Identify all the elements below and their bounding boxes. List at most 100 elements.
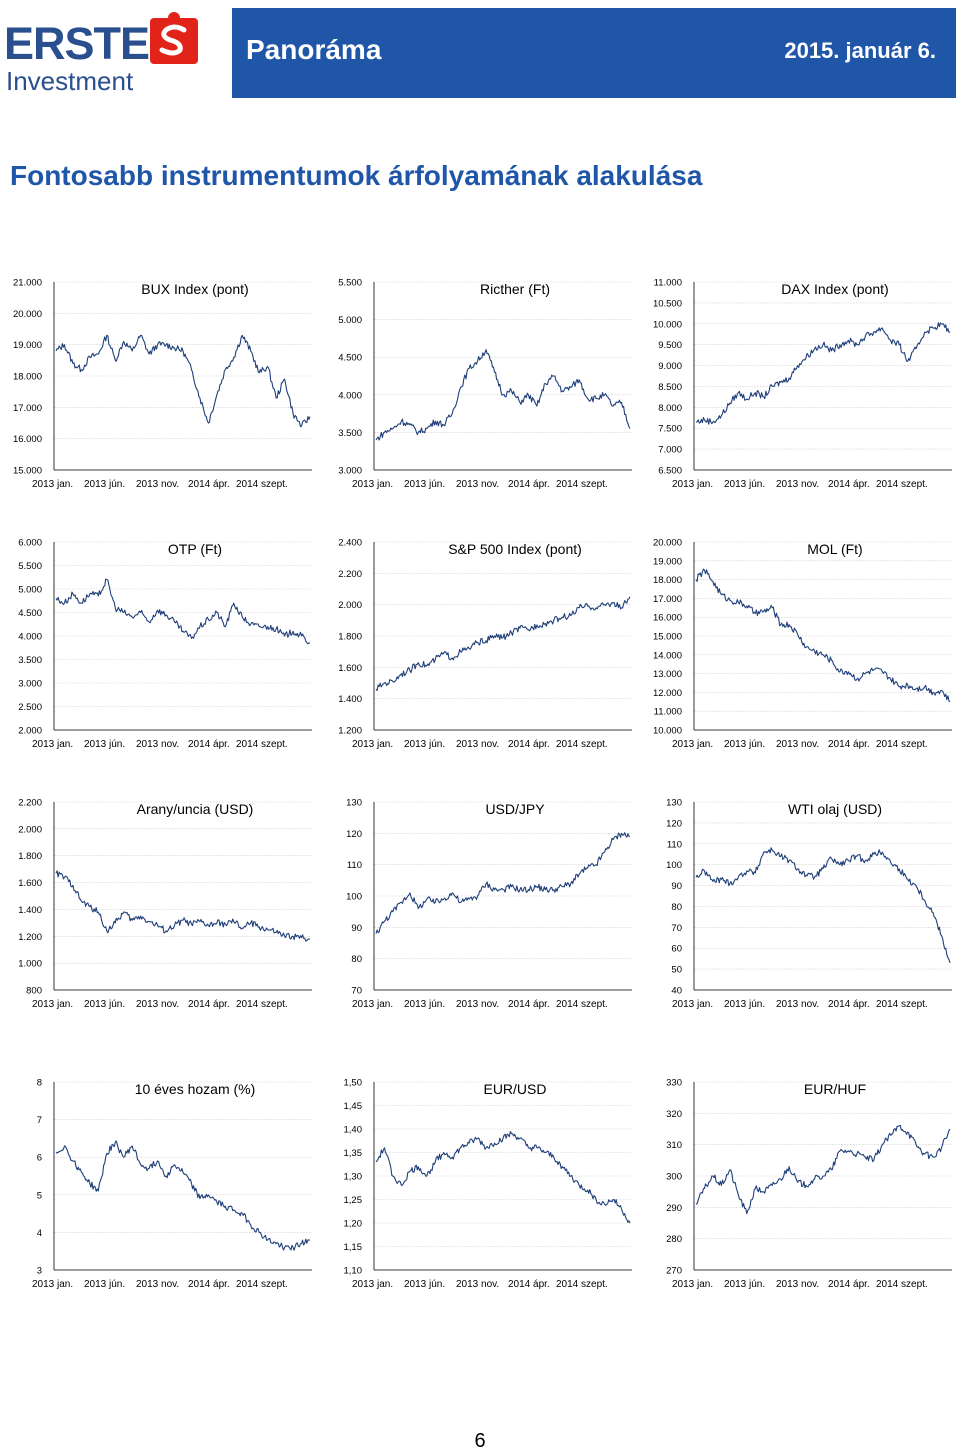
page-headline: Fontosabb instrumentumok árfolyamának al… — [10, 160, 703, 191]
x-tick-label: 2014 ápr. — [508, 999, 550, 1010]
chart-s-p-500-index-pont: 1.200 1.400 1.600 1.800 2.000 2.200 2.400 2013 … — [338, 538, 632, 750]
y-tick-label: 800 — [26, 986, 42, 997]
y-tick-label: 2.200 — [338, 569, 362, 580]
y-tick-label: 4.000 — [338, 390, 362, 401]
y-tick-label: 290 — [666, 1203, 682, 1214]
y-tick-label: 17.000 — [13, 403, 42, 414]
x-tick-label: 2013 jún. — [724, 739, 765, 750]
x-tick-label: 2013 nov. — [136, 1279, 179, 1290]
y-tick-label: 3 — [37, 1266, 42, 1277]
x-tick-label: 2013 jan. — [32, 479, 73, 490]
series-line — [375, 832, 631, 934]
x-tick-label: 2014 szept. — [236, 999, 288, 1010]
y-tick-label: 10.000 — [653, 726, 682, 737]
y-tick-label: 2.200 — [18, 798, 42, 809]
y-tick-label: 3.000 — [18, 679, 42, 690]
x-tick-label: 2013 jan. — [352, 739, 393, 750]
x-tick-label: 2014 szept. — [556, 739, 608, 750]
x-tick-label: 2013 jan. — [352, 999, 393, 1010]
series-line — [695, 1124, 951, 1215]
y-tick-label: 70 — [671, 923, 682, 934]
y-tick-label: 100 — [346, 892, 362, 903]
chart-title: DAX Index (pont) — [781, 281, 888, 297]
y-tick-label: 5.500 — [18, 561, 42, 572]
chart-title: BUX Index (pont) — [141, 281, 248, 297]
y-tick-label: 70 — [351, 986, 362, 997]
x-tick-label: 2014 ápr. — [188, 479, 230, 490]
erste-investment-logo: ERSTE Investment — [0, 0, 232, 100]
y-tick-label: 270 — [666, 1266, 682, 1277]
x-tick-label: 2013 jún. — [724, 1279, 765, 1290]
x-tick-label: 2013 jan. — [672, 479, 713, 490]
y-tick-label: 310 — [666, 1140, 682, 1151]
y-tick-label: 21.000 — [13, 278, 42, 289]
x-tick-label: 2014 ápr. — [828, 479, 870, 490]
x-tick-label: 2013 nov. — [776, 739, 819, 750]
x-tick-label: 2013 jún. — [84, 739, 125, 750]
x-tick-label: 2014 szept. — [236, 1279, 288, 1290]
y-tick-label: 1,40 — [344, 1125, 363, 1136]
y-tick-label: 1,10 — [344, 1266, 363, 1277]
series-line — [55, 870, 311, 942]
y-tick-label: 1,25 — [344, 1195, 363, 1206]
x-tick-label: 2013 jan. — [32, 1279, 73, 1290]
x-tick-label: 2014 szept. — [236, 479, 288, 490]
y-tick-label: 280 — [666, 1234, 682, 1245]
x-tick-label: 2014 ápr. — [828, 999, 870, 1010]
y-tick-label: 1,45 — [344, 1101, 363, 1112]
y-tick-label: 20.000 — [13, 309, 42, 320]
y-tick-label: 13.000 — [653, 669, 682, 680]
y-tick-label: 1,30 — [344, 1172, 363, 1183]
y-tick-label: 5.000 — [338, 315, 362, 326]
x-tick-label: 2013 jún. — [404, 479, 445, 490]
y-tick-label: 80 — [351, 954, 362, 965]
x-tick-label: 2014 ápr. — [508, 739, 550, 750]
y-tick-label: 8.500 — [658, 382, 682, 393]
y-tick-label: 2.500 — [18, 702, 42, 713]
x-tick-label: 2013 jún. — [724, 479, 765, 490]
series-line — [375, 349, 631, 441]
x-tick-label: 2013 jún. — [84, 999, 125, 1010]
chart-title: MOL (Ft) — [807, 541, 862, 557]
x-tick-label: 2013 nov. — [456, 1279, 499, 1290]
x-tick-label: 2014 szept. — [556, 999, 608, 1010]
y-tick-label: 90 — [671, 881, 682, 892]
y-tick-label: 15.000 — [653, 632, 682, 643]
chart-mol-ft: 10.000 11.000 12.000 13.000 14.000 15.000 16.0… — [653, 538, 952, 750]
logo-subtitle: Investment — [6, 66, 134, 96]
series-line — [55, 334, 311, 428]
y-tick-label: 7.500 — [658, 424, 682, 435]
y-tick-label: 3.000 — [338, 466, 362, 477]
y-tick-label: 50 — [671, 965, 682, 976]
chart-10-eves-hozam: 3 4 5 6 7 8 2013 jan. 2013 jún. 2013 nov. 2014 áp… — [32, 1078, 312, 1290]
y-tick-label: 19.000 — [13, 340, 42, 351]
y-tick-label: 2.000 — [18, 824, 42, 835]
y-tick-label: 7 — [37, 1115, 42, 1126]
x-tick-label: 2014 szept. — [876, 479, 928, 490]
x-tick-label: 2013 jan. — [352, 1279, 393, 1290]
x-tick-label: 2013 jan. — [672, 1279, 713, 1290]
y-tick-label: 2.000 — [338, 600, 362, 611]
x-tick-label: 2014 ápr. — [828, 1279, 870, 1290]
y-tick-label: 8.000 — [658, 403, 682, 414]
x-tick-label: 2013 jan. — [352, 479, 393, 490]
y-tick-label: 12.000 — [653, 688, 682, 699]
y-tick-label: 3.500 — [18, 655, 42, 666]
y-tick-label: 300 — [666, 1172, 682, 1183]
series-line — [695, 847, 951, 963]
x-tick-label: 2013 nov. — [776, 999, 819, 1010]
y-tick-label: 16.000 — [13, 434, 42, 445]
y-tick-label: 1.400 — [18, 905, 42, 916]
series-line — [375, 1130, 631, 1224]
chart-arany-uncia-usd: 800 1.000 1.200 1.400 1.600 1.800 2.000 2.200 20… — [18, 798, 312, 1010]
x-tick-label: 2013 nov. — [776, 1279, 819, 1290]
y-tick-label: 4.500 — [18, 608, 42, 619]
y-tick-label: 14.000 — [653, 650, 682, 661]
x-tick-label: 2014 szept. — [876, 739, 928, 750]
chart-title: OTP (Ft) — [168, 541, 222, 557]
x-tick-label: 2013 nov. — [456, 479, 499, 490]
y-tick-label: 10.500 — [653, 298, 682, 309]
x-tick-label: 2013 jan. — [32, 999, 73, 1010]
y-tick-label: 4.500 — [338, 353, 362, 364]
y-tick-label: 90 — [351, 923, 362, 934]
